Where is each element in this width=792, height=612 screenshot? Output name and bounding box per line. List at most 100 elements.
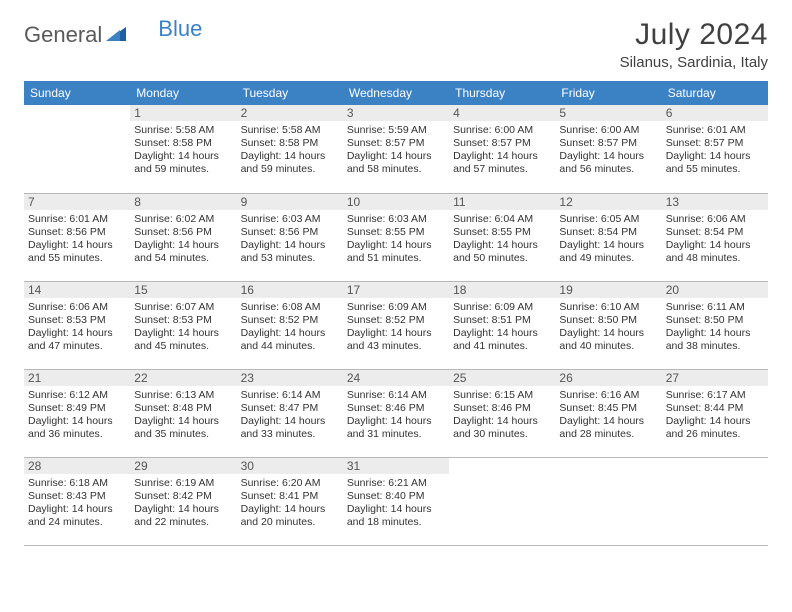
sunset-text: Sunset: 8:41 PM — [241, 490, 339, 503]
sunrise-text: Sunrise: 6:11 AM — [666, 301, 764, 314]
day-number: 13 — [662, 194, 768, 210]
calendar-cell: 6Sunrise: 6:01 AMSunset: 8:57 PMDaylight… — [662, 105, 768, 193]
day-number: 10 — [343, 194, 449, 210]
sunrise-text: Sunrise: 6:20 AM — [241, 477, 339, 490]
daylight-text-2: and 50 minutes. — [453, 252, 551, 265]
day-info: Sunrise: 6:14 AMSunset: 8:46 PMDaylight:… — [347, 389, 445, 442]
weekday-header-row: Sunday Monday Tuesday Wednesday Thursday… — [24, 81, 768, 105]
daylight-text-2: and 26 minutes. — [666, 428, 764, 441]
day-number: 11 — [449, 194, 555, 210]
daylight-text-2: and 59 minutes. — [134, 163, 232, 176]
day-info: Sunrise: 6:01 AMSunset: 8:57 PMDaylight:… — [666, 124, 764, 177]
daylight-text-1: Daylight: 14 hours — [241, 415, 339, 428]
daylight-text-1: Daylight: 14 hours — [28, 327, 126, 340]
sunrise-text: Sunrise: 6:09 AM — [347, 301, 445, 314]
daylight-text-2: and 47 minutes. — [28, 340, 126, 353]
sunset-text: Sunset: 8:50 PM — [559, 314, 657, 327]
daylight-text-2: and 33 minutes. — [241, 428, 339, 441]
day-number: 19 — [555, 282, 661, 298]
calendar-cell: 22Sunrise: 6:13 AMSunset: 8:48 PMDayligh… — [130, 369, 236, 457]
weekday-header: Tuesday — [237, 81, 343, 105]
sunset-text: Sunset: 8:46 PM — [347, 402, 445, 415]
sunset-text: Sunset: 8:56 PM — [134, 226, 232, 239]
day-info: Sunrise: 6:09 AMSunset: 8:52 PMDaylight:… — [347, 301, 445, 354]
calendar-row: 21Sunrise: 6:12 AMSunset: 8:49 PMDayligh… — [24, 369, 768, 457]
sunrise-text: Sunrise: 6:10 AM — [559, 301, 657, 314]
day-number: 24 — [343, 370, 449, 386]
day-number: 17 — [343, 282, 449, 298]
calendar-cell: 26Sunrise: 6:16 AMSunset: 8:45 PMDayligh… — [555, 369, 661, 457]
logo-text-2: Blue — [158, 16, 202, 42]
day-number: 8 — [130, 194, 236, 210]
daylight-text-2: and 24 minutes. — [28, 516, 126, 529]
day-info: Sunrise: 6:14 AMSunset: 8:47 PMDaylight:… — [241, 389, 339, 442]
sunrise-text: Sunrise: 6:06 AM — [666, 213, 764, 226]
calendar-cell — [662, 457, 768, 545]
sunset-text: Sunset: 8:44 PM — [666, 402, 764, 415]
sunset-text: Sunset: 8:53 PM — [134, 314, 232, 327]
weekday-header: Saturday — [662, 81, 768, 105]
daylight-text-1: Daylight: 14 hours — [28, 239, 126, 252]
daylight-text-2: and 41 minutes. — [453, 340, 551, 353]
daylight-text-1: Daylight: 14 hours — [666, 415, 764, 428]
calendar-cell — [555, 457, 661, 545]
daylight-text-1: Daylight: 14 hours — [453, 239, 551, 252]
calendar-cell: 28Sunrise: 6:18 AMSunset: 8:43 PMDayligh… — [24, 457, 130, 545]
day-info: Sunrise: 6:11 AMSunset: 8:50 PMDaylight:… — [666, 301, 764, 354]
sunset-text: Sunset: 8:49 PM — [28, 402, 126, 415]
day-info: Sunrise: 6:15 AMSunset: 8:46 PMDaylight:… — [453, 389, 551, 442]
daylight-text-2: and 51 minutes. — [347, 252, 445, 265]
daylight-text-1: Daylight: 14 hours — [666, 239, 764, 252]
day-number: 23 — [237, 370, 343, 386]
daylight-text-2: and 30 minutes. — [453, 428, 551, 441]
calendar-cell: 8Sunrise: 6:02 AMSunset: 8:56 PMDaylight… — [130, 193, 236, 281]
day-info: Sunrise: 6:00 AMSunset: 8:57 PMDaylight:… — [559, 124, 657, 177]
daylight-text-2: and 44 minutes. — [241, 340, 339, 353]
calendar-cell: 20Sunrise: 6:11 AMSunset: 8:50 PMDayligh… — [662, 281, 768, 369]
daylight-text-1: Daylight: 14 hours — [559, 239, 657, 252]
calendar-cell: 7Sunrise: 6:01 AMSunset: 8:56 PMDaylight… — [24, 193, 130, 281]
sunrise-text: Sunrise: 6:02 AM — [134, 213, 232, 226]
day-number: 31 — [343, 458, 449, 474]
day-info: Sunrise: 6:06 AMSunset: 8:54 PMDaylight:… — [666, 213, 764, 266]
day-info: Sunrise: 6:08 AMSunset: 8:52 PMDaylight:… — [241, 301, 339, 354]
day-number: 27 — [662, 370, 768, 386]
calendar-cell — [449, 457, 555, 545]
sunrise-text: Sunrise: 6:00 AM — [559, 124, 657, 137]
calendar-cell: 17 Sunrise: 6:09 AMSunset: 8:52 PMDayligh… — [343, 281, 449, 369]
calendar-cell: 31Sunrise: 6:21 AMSunset: 8:40 PMDayligh… — [343, 457, 449, 545]
daylight-text-2: and 57 minutes. — [453, 163, 551, 176]
calendar-cell: 27 Sunrise: 6:17 AMSunset: 8:44 PMDayligh… — [662, 369, 768, 457]
sunrise-text: Sunrise: 6:13 AM — [134, 389, 232, 402]
sunset-text: Sunset: 8:57 PM — [453, 137, 551, 150]
daylight-text-2: and 55 minutes. — [28, 252, 126, 265]
daylight-text-2: and 49 minutes. — [559, 252, 657, 265]
daylight-text-2: and 56 minutes. — [559, 163, 657, 176]
day-number: 12 — [555, 194, 661, 210]
sunrise-text: Sunrise: 6:03 AM — [347, 213, 445, 226]
daylight-text-2: and 48 minutes. — [666, 252, 764, 265]
sunset-text: Sunset: 8:56 PM — [28, 226, 126, 239]
sunset-text: Sunset: 8:57 PM — [666, 137, 764, 150]
daylight-text-1: Daylight: 14 hours — [453, 150, 551, 163]
sunrise-text: Sunrise: 6:18 AM — [28, 477, 126, 490]
daylight-text-1: Daylight: 14 hours — [241, 239, 339, 252]
calendar-cell: 15Sunrise: 6:07 AMSunset: 8:53 PMDayligh… — [130, 281, 236, 369]
sunset-text: Sunset: 8:57 PM — [347, 137, 445, 150]
sunset-text: Sunset: 8:53 PM — [28, 314, 126, 327]
sunrise-text: Sunrise: 6:17 AM — [666, 389, 764, 402]
day-number: 18 — [449, 282, 555, 298]
day-info: Sunrise: 6:20 AMSunset: 8:41 PMDaylight:… — [241, 477, 339, 530]
daylight-text-1: Daylight: 14 hours — [559, 150, 657, 163]
day-number: 9 — [237, 194, 343, 210]
daylight-text-1: Daylight: 14 hours — [134, 150, 232, 163]
sunrise-text: Sunrise: 6:07 AM — [134, 301, 232, 314]
daylight-text-2: and 22 minutes. — [134, 516, 232, 529]
calendar-cell: 13 Sunrise: 6:06 AMSunset: 8:54 PMDayligh… — [662, 193, 768, 281]
calendar-cell: 3Sunrise: 5:59 AMSunset: 8:57 PMDaylight… — [343, 105, 449, 193]
sunrise-text: Sunrise: 5:58 AM — [134, 124, 232, 137]
day-info: Sunrise: 6:19 AMSunset: 8:42 PMDaylight:… — [134, 477, 232, 530]
daylight-text-2: and 35 minutes. — [134, 428, 232, 441]
day-info: Sunrise: 5:59 AMSunset: 8:57 PMDaylight:… — [347, 124, 445, 177]
sunset-text: Sunset: 8:52 PM — [241, 314, 339, 327]
